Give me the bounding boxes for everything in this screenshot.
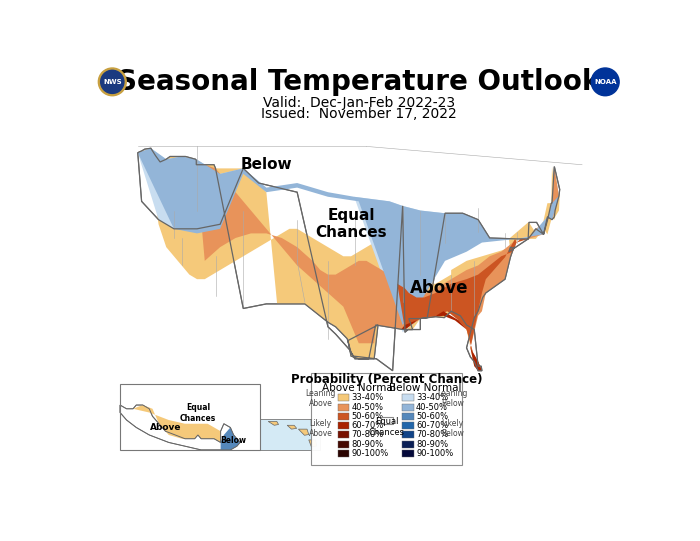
Polygon shape [220, 427, 240, 450]
Text: 60-70%: 60-70% [416, 421, 449, 430]
Bar [402, 431, 414, 438]
Circle shape [98, 68, 126, 96]
Bar [402, 441, 414, 447]
Text: 60-70%: 60-70% [352, 421, 384, 430]
Polygon shape [298, 429, 309, 436]
Text: 40-50%: 40-50% [352, 403, 384, 412]
Bar [338, 404, 349, 411]
Text: 80-90%: 80-90% [416, 440, 448, 448]
Text: Probability (Percent Chance): Probability (Percent Chance) [290, 373, 482, 386]
Text: 90-100%: 90-100% [352, 449, 389, 458]
Text: Issued:  November 17, 2022: Issued: November 17, 2022 [261, 107, 456, 121]
Bar [382, 417, 393, 424]
Bar [338, 422, 349, 429]
Bar [402, 450, 414, 457]
Text: Below Normal: Below Normal [389, 384, 462, 393]
Text: NOAA: NOAA [594, 79, 617, 85]
Text: Likely
Below: Likely Below [441, 419, 464, 438]
Polygon shape [175, 409, 220, 420]
Polygon shape [138, 148, 559, 332]
Text: Likely
Above: Likely Above [309, 419, 332, 438]
Bar [402, 422, 414, 429]
Text: Above: Above [150, 423, 181, 432]
Bar [338, 431, 349, 438]
Text: 70-80%: 70-80% [352, 431, 384, 439]
Bar [338, 441, 349, 447]
Text: 70-80%: 70-80% [416, 431, 449, 439]
Text: Leaning
Above: Leaning Above [306, 388, 336, 408]
Text: 50-60%: 50-60% [416, 412, 448, 421]
Polygon shape [268, 421, 279, 425]
Polygon shape [120, 405, 240, 450]
Bar [402, 394, 414, 401]
Bar [311, 373, 462, 465]
Text: 40-50%: 40-50% [416, 403, 448, 412]
Text: Valid:  Dec-Jan-Feb 2022-23: Valid: Dec-Jan-Feb 2022-23 [262, 96, 455, 110]
Text: Above: Above [410, 279, 469, 298]
Polygon shape [138, 148, 560, 371]
Text: Equal
Chances: Equal Chances [180, 403, 216, 423]
Polygon shape [398, 239, 528, 371]
Text: Equal
Chances: Equal Chances [315, 208, 387, 240]
Polygon shape [309, 440, 316, 447]
Text: 33-40%: 33-40% [352, 393, 384, 403]
Text: 80-90%: 80-90% [352, 440, 384, 448]
Text: Below: Below [241, 157, 292, 172]
Text: Leaning
Below: Leaning Below [438, 388, 468, 408]
Polygon shape [401, 311, 482, 371]
Polygon shape [138, 148, 560, 371]
Bar [338, 394, 349, 401]
Polygon shape [196, 164, 559, 371]
Text: Below: Below [220, 436, 246, 445]
Bar [402, 404, 414, 411]
Text: 90-100%: 90-100% [416, 449, 454, 458]
Bar [338, 413, 349, 420]
Bar [402, 413, 414, 420]
Text: NWS: NWS [103, 79, 122, 85]
Text: Above Normal: Above Normal [322, 384, 395, 393]
Circle shape [592, 68, 620, 96]
Polygon shape [287, 425, 297, 429]
Polygon shape [133, 405, 220, 443]
Polygon shape [138, 148, 559, 325]
Circle shape [101, 70, 124, 94]
Text: 50-60%: 50-60% [352, 412, 384, 421]
Text: 33-40%: 33-40% [416, 393, 449, 403]
Bar [338, 450, 349, 457]
Text: Seasonal Temperature Outlook: Seasonal Temperature Outlook [117, 68, 601, 96]
Bar [260, 419, 320, 450]
Text: Equal
Chances: Equal Chances [369, 417, 405, 437]
Bar [120, 385, 260, 450]
